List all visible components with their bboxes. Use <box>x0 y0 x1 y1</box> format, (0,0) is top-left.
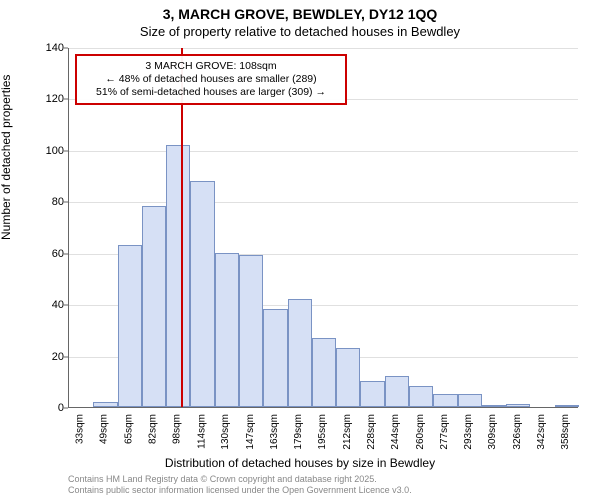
x-tick-label: 244sqm <box>390 414 401 450</box>
histogram-bar <box>142 206 166 407</box>
x-tick-label: 212sqm <box>342 414 353 450</box>
x-tick-label: 130sqm <box>220 414 231 450</box>
x-tick-label: 33sqm <box>75 414 86 444</box>
x-tick-label: 98sqm <box>172 414 183 444</box>
x-tick-label: 82sqm <box>148 414 159 444</box>
gridline <box>69 151 578 152</box>
x-tick-label: 179sqm <box>293 414 304 450</box>
x-tick-label: 309sqm <box>488 414 499 450</box>
x-tick-label: 147sqm <box>245 414 256 450</box>
x-tick-label: 260sqm <box>415 414 426 450</box>
histogram-bar <box>506 404 530 407</box>
histogram-bar <box>93 402 117 407</box>
y-tick-label: 140 <box>40 42 64 54</box>
histogram-bar <box>118 245 142 407</box>
histogram-bar <box>336 348 360 407</box>
plot-area: 3 MARCH GROVE: 108sqm← 48% of detached h… <box>68 48 578 408</box>
y-tick-label: 60 <box>40 248 64 260</box>
histogram-bar <box>360 381 384 407</box>
chart-container: 3, MARCH GROVE, BEWDLEY, DY12 1QQ Size o… <box>0 0 600 500</box>
x-tick-label: 342sqm <box>536 414 547 450</box>
histogram-bar <box>166 145 190 407</box>
histogram-bar <box>482 405 506 407</box>
histogram-bar <box>215 253 239 407</box>
y-tick-label: 40 <box>40 299 64 311</box>
histogram-bar <box>433 394 457 407</box>
gridline <box>69 202 578 203</box>
annotation-line: 3 MARCH GROVE: 108sqm <box>83 60 339 73</box>
y-tick-label: 0 <box>40 402 64 414</box>
license-line-2: Contains public sector information licen… <box>68 485 412 496</box>
histogram-bar <box>312 338 336 407</box>
license-line-1: Contains HM Land Registry data © Crown c… <box>68 474 412 485</box>
histogram-bar <box>385 376 409 407</box>
x-tick-label: 114sqm <box>196 414 207 449</box>
y-tick-label: 120 <box>40 93 64 105</box>
y-tick-label: 80 <box>40 196 64 208</box>
chart-title-main: 3, MARCH GROVE, BEWDLEY, DY12 1QQ <box>0 6 600 22</box>
gridline <box>69 48 578 49</box>
x-axis-label: Distribution of detached houses by size … <box>0 456 600 470</box>
annotation-line: 51% of semi-detached houses are larger (… <box>83 86 339 99</box>
x-tick-label: 326sqm <box>512 414 523 450</box>
y-tick-label: 20 <box>40 351 64 363</box>
histogram-bar <box>458 394 482 407</box>
annotation-box: 3 MARCH GROVE: 108sqm← 48% of detached h… <box>75 54 347 105</box>
x-tick-label: 228sqm <box>366 414 377 450</box>
histogram-bar <box>288 299 312 407</box>
license-text: Contains HM Land Registry data © Crown c… <box>68 474 412 496</box>
x-tick-label: 277sqm <box>439 414 450 450</box>
histogram-bar <box>239 255 263 407</box>
x-tick-label: 65sqm <box>123 414 134 444</box>
chart-title-sub: Size of property relative to detached ho… <box>0 24 600 39</box>
x-tick-label: 195sqm <box>318 414 329 450</box>
x-tick-label: 358sqm <box>560 414 571 450</box>
y-axis-label: Number of detached properties <box>0 75 13 240</box>
histogram-bar <box>555 405 579 407</box>
histogram-bar <box>263 309 287 407</box>
y-tick-label: 100 <box>40 145 64 157</box>
histogram-bar <box>409 386 433 407</box>
x-tick-label: 49sqm <box>99 414 110 444</box>
annotation-line: ← 48% of detached houses are smaller (28… <box>83 73 339 86</box>
x-tick-label: 163sqm <box>269 414 280 450</box>
x-tick-label: 293sqm <box>463 414 474 450</box>
histogram-bar <box>190 181 214 407</box>
